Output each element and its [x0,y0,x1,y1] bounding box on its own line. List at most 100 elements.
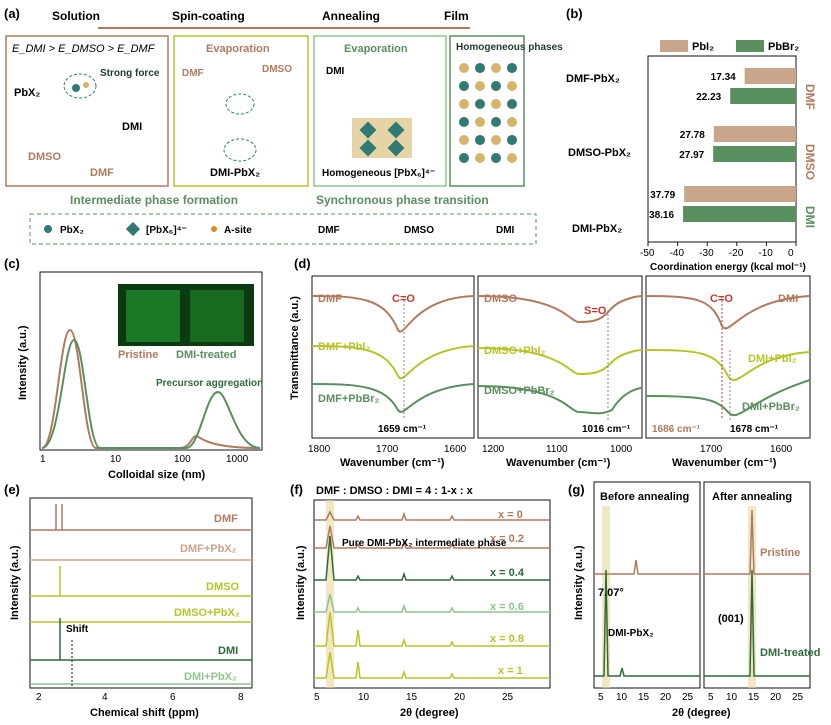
legend-octa-icon [125,221,141,237]
bar-pbbr2-1 [713,146,796,162]
tick-c-2: 10 [110,454,122,465]
cuvette-pristine [126,290,180,342]
tick-b-3: -20 [729,248,744,259]
phase-dot [491,117,501,127]
d3-trace-1: DMI [778,293,798,305]
tick-b-4: -10 [758,248,773,259]
phase-dot [507,135,517,145]
tick-b-0: -50 [640,248,655,259]
xlabel-f: 2θ (degree) [400,707,459,719]
tick-d1-3: 1600 [444,444,467,455]
g-angle: 7.07° [598,587,624,599]
tick-g-2: 10 [616,692,628,703]
phase-dot [475,81,485,91]
stage-annealing: Annealing [322,9,380,23]
legend-box [29,213,537,245]
octahedra-icon [352,118,412,158]
tick-b-1: -40 [670,248,685,259]
phase-dot [459,99,469,109]
tick-b-2: -30 [699,248,714,259]
d2-trace-3: DMSO+PbBr₂ [484,385,555,397]
xrd-trace-1 [314,525,550,549]
ylabel-d: Transmittance (a.u.) [289,296,301,400]
complex-icon [223,138,257,162]
g-right-title: After annealing [712,491,792,503]
legend-pbbr2: PbBr₂ [768,41,799,53]
tick-c-4: 1000 [226,454,249,465]
tick-g-1: 5 [598,692,604,703]
phase-dot [459,153,469,163]
energy-order: E_DMI > E_DMSO > E_DMF [12,43,156,55]
dmso-label-a: DMSO [28,151,61,163]
tick-d2-2: 1100 [546,444,568,455]
phase-dot [507,117,517,127]
pb-atom-icon [72,84,80,92]
tick-d3-1: 1700 [700,444,723,455]
bars-b: 17.34 22.23 27.78 27.97 37.79 38.16 -50 -40 -30 -… [640,68,797,259]
plot-d2-frame [477,275,643,439]
ylabel-c: Intensity (a.u.) [17,325,29,400]
curve-treated [41,338,261,449]
box-film [449,35,525,187]
dmf-label-b: DMF [182,68,204,79]
photo-pristine: Pristine [118,349,158,361]
evap-title-1: Evaporation [206,43,270,55]
ir-dmi-pbi2 [645,349,811,382]
pbx2-complex-icon [63,73,97,99]
ir-dmf [311,295,475,333]
complex-dmi: DMI-PbX₂ [572,223,622,235]
legend-octa: [PbX₆]⁴⁻ [146,225,187,236]
ylabel-g: Intensity (a.u.) [573,545,585,620]
tick-g2-1: 5 [708,692,714,703]
tick-d2-1: 1200 [482,444,505,455]
stage-solution: Solution [52,9,100,23]
legend-asite-icon [211,226,217,232]
g-pristine: Pristine [760,547,800,559]
e-trace-5: DMI [218,645,238,657]
homog-label: Homogeneous [PbX₆]⁴⁻ [322,168,435,179]
bar-pbi2-1 [713,126,796,142]
phase-dot [475,99,485,109]
phase-dot [491,81,501,91]
dmf-label-a: DMF [90,167,114,179]
photo-treated: DMI-treated [176,349,237,361]
dmi-label-c: DMI [326,66,345,77]
legend-dmi: DMI [496,225,515,236]
d2-bond: S=O [584,305,607,317]
ylabel-f: Intensity (a.u.) [295,545,307,620]
panel-e-label: (e) [4,482,20,497]
bar-label-0-1: 27.78 [680,130,705,141]
d3-trace-2: DMI+PbI₂ [748,353,797,365]
d1-bond: C=O [392,293,415,305]
e-trace-2: DMF+PbX₂ [180,543,237,555]
e-trace-3: DMSO [206,581,239,593]
side-dmso: DMSO [803,144,817,180]
plot-g1-frame [593,481,701,689]
tick-f-3: 15 [406,692,418,703]
panel-b-label: (b) [566,6,583,21]
g-left-title: Before annealing [600,491,689,503]
f-annotation: Pure DMI-PbX₂ intermediate phase [342,538,507,549]
g2-treated [704,569,810,677]
tick-e-1: 2 [36,692,42,703]
xlabel-d2: Wavenumber (cm⁻¹) [506,457,611,469]
evap-title-2: Evaporation [344,43,408,55]
xrd-trace-3 [314,593,550,613]
xlabel-c: Colloidal size (nm) [108,469,206,481]
phase-dot [459,63,469,73]
xlabel-g: 2θ (degree) [672,707,731,719]
phase-dot [459,81,469,91]
tick-d1-2: 1700 [376,444,399,455]
f-title: DMF : DMSO : DMI = 4 : 1-x : x [316,485,474,497]
legend-pbi2: PbI₂ [692,41,714,53]
stage-spin-coating: Spin-coating [172,9,245,23]
phase-dot [491,135,501,145]
dmso-label-b: DMSO [262,64,292,75]
d3-trace-3: DMI+PbBr₂ [742,401,800,413]
phase-dot [459,135,469,145]
e-trace-4: DMSO+PbX₂ [174,607,240,619]
intermediate-label: Intermediate phase formation [70,193,238,207]
d3-peak-1: 1686 cm⁻¹ [652,424,701,435]
tick-d3-2: 1600 [770,444,793,455]
g1-treated [594,569,700,677]
